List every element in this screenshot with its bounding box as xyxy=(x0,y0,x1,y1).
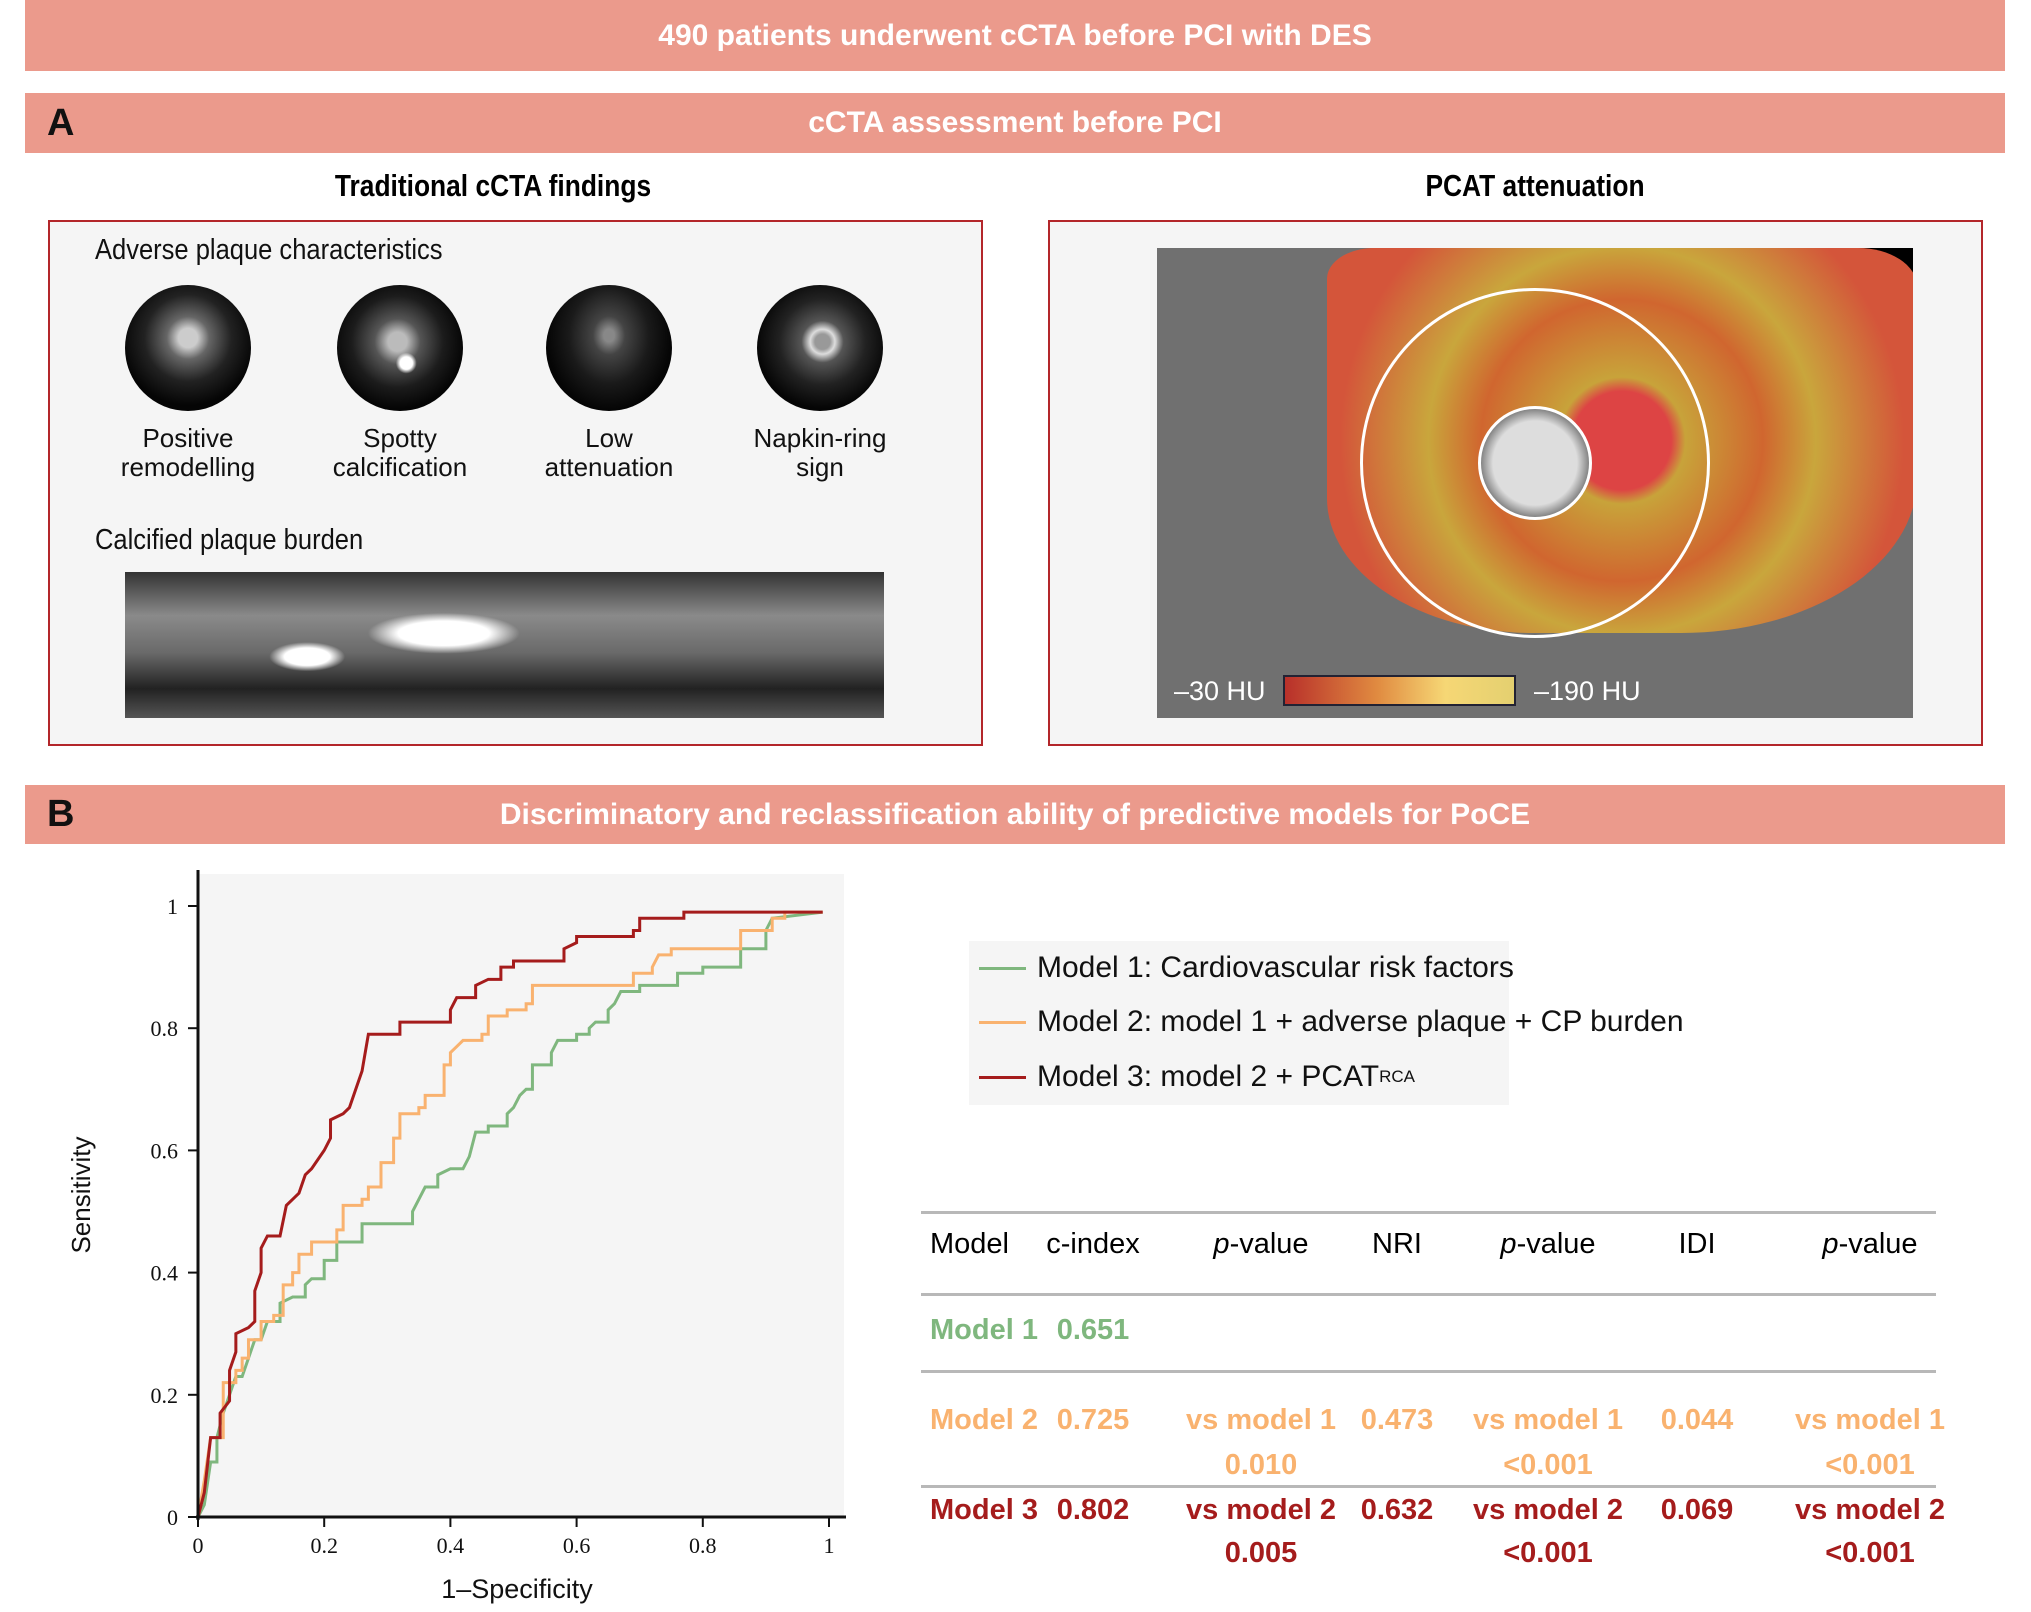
positive-remodelling-image xyxy=(125,285,251,411)
section-a-banner: A cCTA assessment before PCI xyxy=(25,93,2005,153)
y-tick-label: 0 xyxy=(167,1505,178,1530)
pcat-panel: –30 HU –190 HU xyxy=(1048,220,1983,746)
feature-label-spotty-calcification: Spotty calcification xyxy=(332,423,468,482)
x-tick-label: 0.2 xyxy=(310,1533,338,1558)
header-nri: NRI xyxy=(1372,1228,1422,1260)
x-tick-label: 0.4 xyxy=(437,1533,465,1558)
header-pvalue-2: p-value xyxy=(1500,1228,1596,1260)
y-tick-label: 0.2 xyxy=(151,1383,179,1408)
header-idi: IDI xyxy=(1678,1228,1716,1260)
vessel-lumen xyxy=(1478,406,1592,520)
adverse-plaque-title: Adverse plaque characteristics xyxy=(95,234,443,266)
section-a-title: cCTA assessment before PCI xyxy=(808,106,1222,139)
pcat-ct-image: –30 HU –190 HU xyxy=(1157,248,1913,718)
section-b-title: Discriminatory and reclassification abil… xyxy=(499,797,1531,831)
section-b-banner: B Discriminatory and reclassification ab… xyxy=(25,785,2005,844)
y-tick-label: 0.8 xyxy=(151,1016,179,1041)
hu-colorbar xyxy=(1283,675,1516,706)
roc-line-model2 xyxy=(196,910,823,1518)
chart-legend: Model 1: Cardiovascular risk factors Mod… xyxy=(969,941,1684,1105)
traditional-findings-heading: Traditional cCTA findings xyxy=(334,168,652,203)
header-cindex: c-index xyxy=(1046,1228,1140,1260)
low-attenuation-image xyxy=(546,285,672,411)
calcified-plaque-image xyxy=(125,572,884,718)
feature-label-positive-remodelling: Positive remodelling xyxy=(120,423,256,482)
y-tick-label: 0.6 xyxy=(151,1138,179,1163)
roc-chart: 0 0.2 0.4 0.6 0.8 1 0 0.2 0.4 0.6 0.8 1 Sensitivity… xyxy=(66,870,846,1604)
header-title: 490 patients underwent cCTA before PCI w… xyxy=(658,18,1372,52)
roc-line-model3 xyxy=(196,910,823,1518)
section-a-letter: A xyxy=(47,101,75,144)
spotty-calcification-image xyxy=(337,285,463,411)
header-model: Model xyxy=(930,1228,1009,1260)
x-tick-label: 0.8 xyxy=(689,1533,717,1558)
y-tick-label: 1 xyxy=(167,894,178,919)
scale-min-label: –30 HU xyxy=(1174,676,1266,706)
x-tick-label: 0.6 xyxy=(563,1533,591,1558)
legend-item-model3: Model 3: model 2 + PCAT RCA xyxy=(979,1060,1415,1094)
header-banner: 490 patients underwent cCTA before PCI w… xyxy=(25,0,2005,71)
calcified-burden-title: Calcified plaque burden xyxy=(95,524,364,556)
plot-background xyxy=(198,874,844,1517)
pcat-heading: PCAT attenuation xyxy=(1425,168,1645,203)
napkin-ring-image xyxy=(757,285,883,411)
section-b-letter: B xyxy=(47,793,75,835)
header-pvalue-1: p-value xyxy=(1213,1228,1309,1260)
feature-label-napkin-ring: Napkin-ring sign xyxy=(753,423,887,482)
x-axis-label: 1–Specificity xyxy=(441,1574,593,1604)
scale-max-label: –190 HU xyxy=(1534,676,1641,706)
legend-item-model1: Model 1: Cardiovascular risk factors xyxy=(979,951,1514,985)
y-tick-label: 0.4 xyxy=(151,1261,179,1286)
legend-item-model2: Model 2: model 1 + adverse plaque + CP b… xyxy=(979,1005,1684,1039)
pcat-outer-ring xyxy=(1360,288,1710,638)
traditional-findings-panel: Adverse plaque characteristics Positive r… xyxy=(48,220,983,746)
header-pvalue-3: p-value xyxy=(1822,1228,1918,1260)
x-tick-label: 0 xyxy=(193,1533,204,1558)
y-axis-label: Sensitivity xyxy=(66,1136,96,1253)
x-tick-label: 1 xyxy=(824,1533,835,1558)
feature-label-low-attenuation: Low attenuation xyxy=(544,423,674,482)
